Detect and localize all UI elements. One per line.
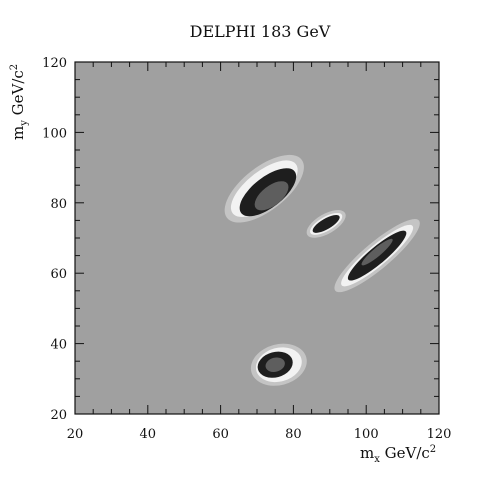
x-tick-label: 40 [140,427,157,442]
y-axis-label-unit: GeV/c [9,70,27,120]
y-axis-label: my GeV/c2 [9,64,30,140]
y-tick-label: 40 [50,338,67,353]
y-axis-label-main: m [9,126,27,140]
axis-ticks [74,61,440,415]
x-axis-label-unit: GeV/c [380,444,430,462]
y-axis-label-subscript: y [19,120,30,127]
y-tick-label: 80 [50,197,67,212]
contour-bridge-level-3 [312,215,340,233]
y-tick-label: 100 [42,126,67,141]
x-axis-tick-labels: 20 40 60 80 100 120 [67,427,452,442]
x-axis-label: mx GeV/c2 [360,444,436,465]
x-axis-label-main: m [360,444,374,462]
y-tick-label: 60 [50,267,67,282]
x-tick-label: 20 [67,427,84,442]
x-tick-label: 80 [285,427,302,442]
chart-title: DELPHI 183 GeV [190,22,331,41]
y-axis-tick-labels: 20 40 60 80 100 120 [42,56,67,423]
x-axis-label-subscript: x [374,454,380,465]
contour-layer [224,154,420,386]
contour-lower-right-lobe-level-4 [361,238,393,266]
x-axis-label-superscript: 2 [430,444,436,455]
x-tick-label: 100 [354,427,379,442]
y-tick-label: 120 [42,56,67,71]
x-tick-label: 120 [427,427,452,442]
y-tick-label: 20 [50,408,67,423]
contour-upper-lobe-level-4 [254,181,289,211]
x-tick-label: 60 [212,427,229,442]
y-axis-label-superscript: 2 [9,64,20,70]
contour-low-mass-peak-level-4 [265,357,285,372]
